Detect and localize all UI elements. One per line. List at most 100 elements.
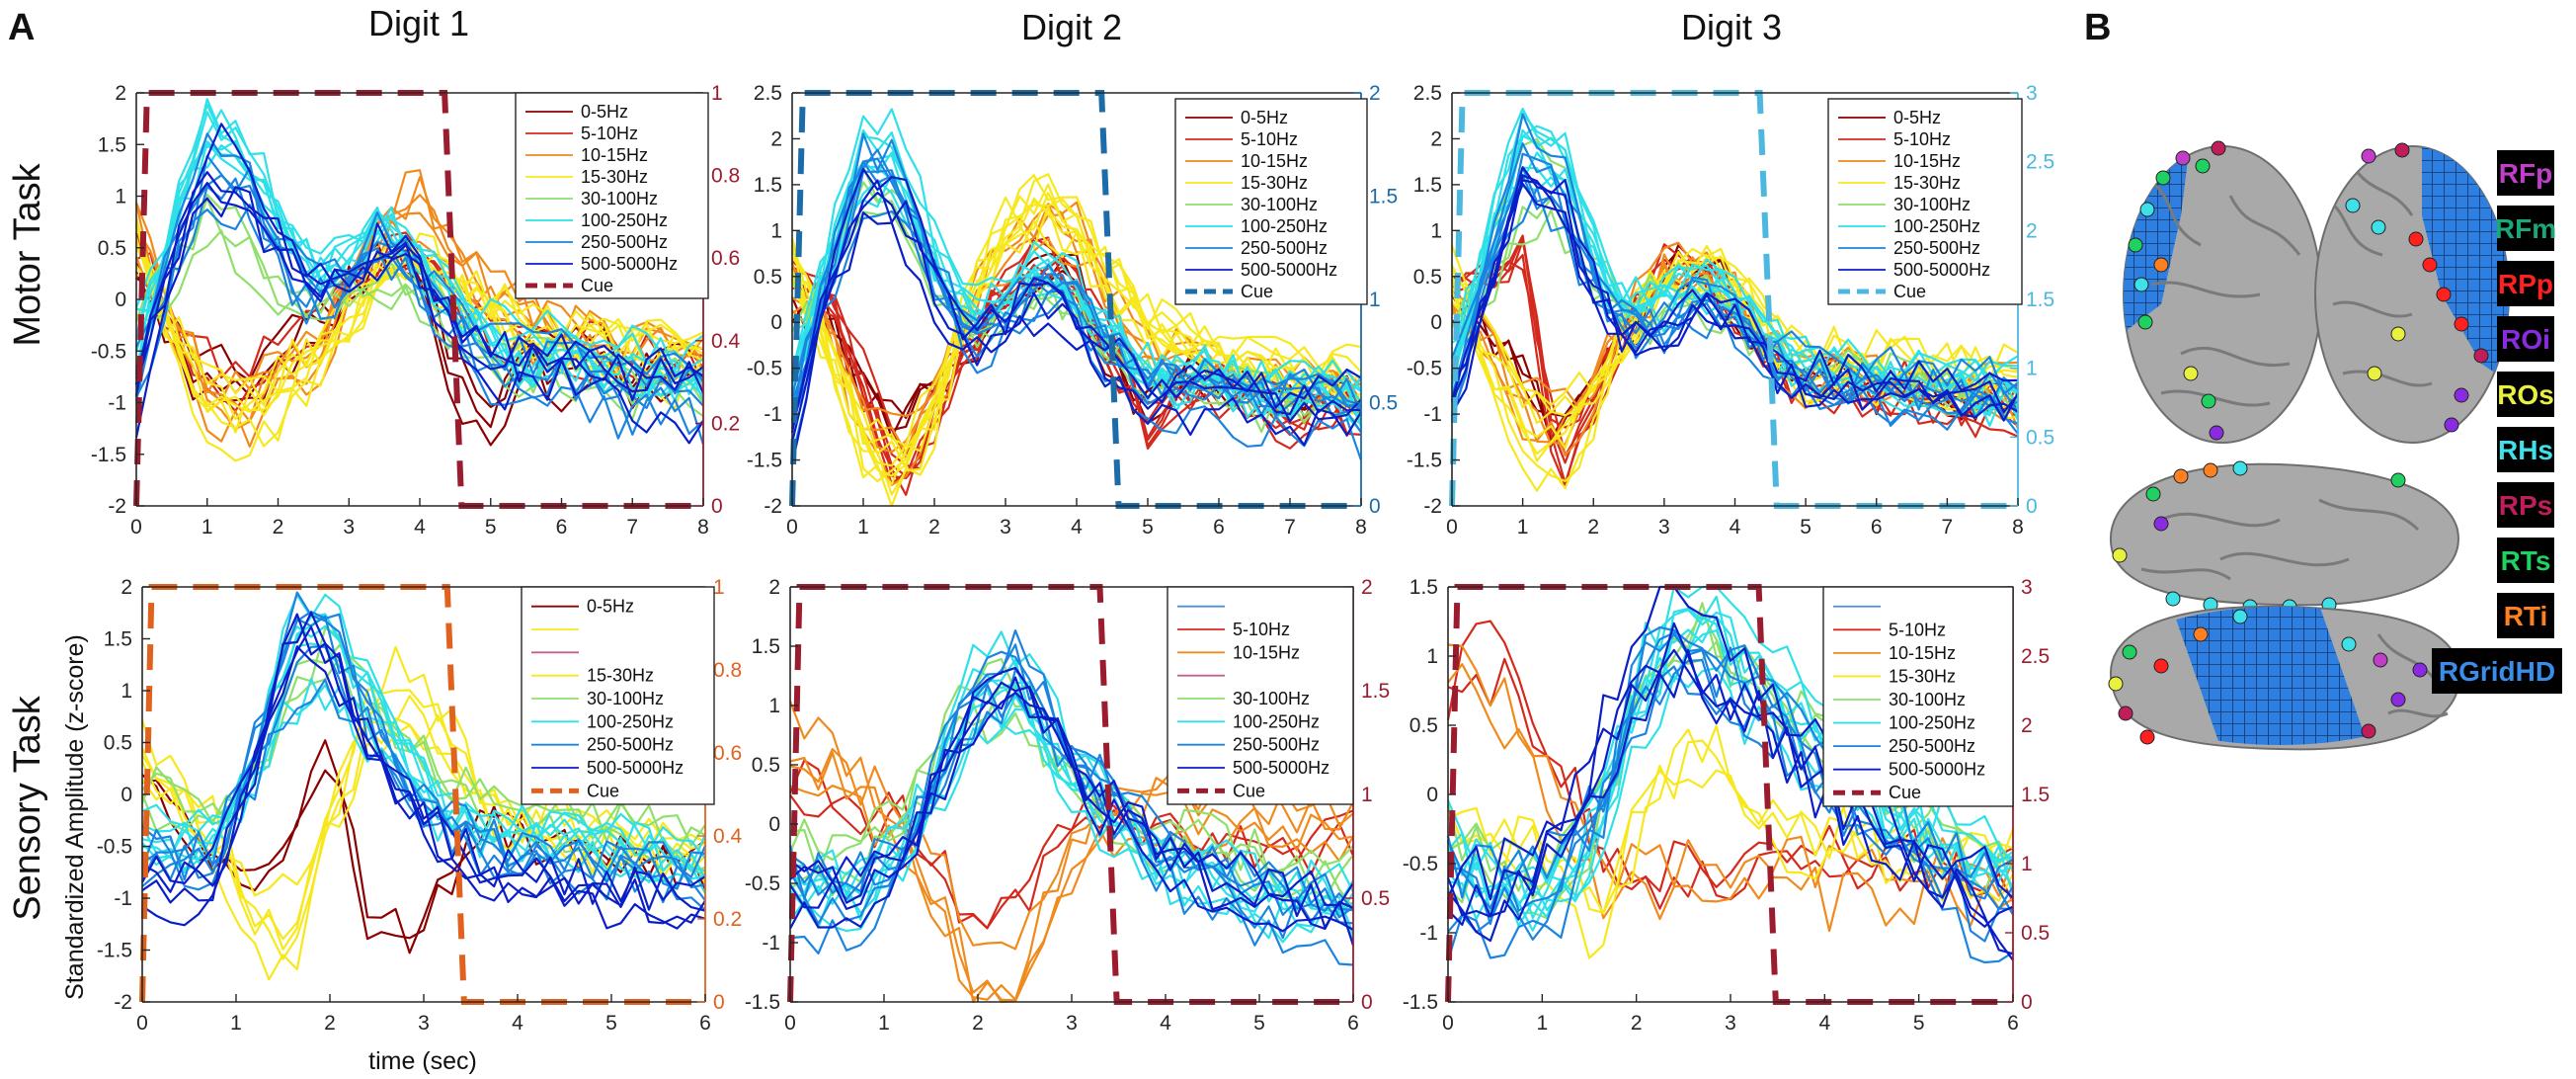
trace-15-30hz (790, 197, 1362, 447)
trace-500-5000hz (790, 179, 1362, 429)
y2-tick-label: 3 (2026, 82, 2038, 105)
legend-entry: 30-100Hz (1241, 195, 1318, 214)
y-tick-label: 2 (1430, 127, 1442, 150)
x-tick-label: 5 (1913, 1012, 1925, 1035)
y-tick-label: -1 (108, 392, 126, 415)
y-tick-label: -0.5 (1407, 358, 1442, 380)
y2-tick-label: 1 (2026, 358, 2038, 380)
y-tick-label: 0.5 (104, 732, 132, 755)
trace-100-250hz (1446, 616, 2014, 881)
x-tick-label: 5 (1253, 1012, 1265, 1035)
y2-tick-label: 1.5 (2021, 784, 2050, 806)
y-tick-label: 2 (770, 127, 782, 150)
trace-250-500hz (141, 615, 706, 911)
trace-15-30hz (1451, 256, 2019, 425)
y-tick-label: 2.5 (754, 82, 782, 105)
legend-entry: 5-10Hz (1893, 129, 1951, 149)
x-tick-label: 8 (697, 516, 709, 539)
x-tick-label: 6 (699, 1012, 711, 1035)
y2-tick-label: 2 (2026, 219, 2038, 242)
panel-letter-b: B (2084, 7, 2111, 48)
y-tick-label: 1 (768, 695, 780, 717)
y2-tick-label: 0.8 (713, 659, 742, 682)
legend-box (515, 92, 709, 299)
x-tick-label: 1 (1517, 516, 1529, 539)
x-tick-label: 3 (418, 1012, 430, 1035)
x-tick-label: 7 (626, 516, 638, 539)
y-tick-label: 1 (770, 219, 782, 242)
x-tick-label: 4 (414, 516, 426, 539)
trace-10-15hz (1447, 663, 2014, 933)
y2-tick-label: 0.5 (2026, 426, 2054, 449)
legend-entry: Cue (587, 781, 619, 800)
legend-entry: 0-5Hz (587, 597, 634, 617)
trace-10-15hz (789, 785, 1354, 1004)
x-tick-label: 1 (201, 516, 213, 539)
legend-entry: 30-100Hz (587, 689, 664, 708)
legend-entry: 30-100Hz (1893, 195, 1971, 214)
y-tick-label: -1 (1423, 403, 1442, 426)
legend-entry: 500-5000Hz (581, 254, 678, 274)
y-axis-label: Standardized Amplitude (z-score) (61, 634, 89, 1000)
y2-tick-label: 0.4 (711, 330, 741, 353)
trace-100-250hz (1451, 166, 2019, 395)
legend-entry: 250-500Hz (1893, 238, 1980, 258)
y-tick-label: 2 (121, 576, 132, 599)
roi-legend-item: RHs (2497, 427, 2554, 472)
y-tick-label: 0 (768, 813, 780, 836)
column-title-digit-3: Digit 3 (1681, 7, 1782, 47)
roi-legend-item: ROi (2497, 316, 2554, 362)
legend-entry: 500-5000Hz (1889, 760, 1985, 780)
x-tick-label: 6 (2007, 1012, 2019, 1035)
y2-tick-label: 2 (2021, 714, 2033, 737)
trace-500-5000hz (1447, 648, 2014, 955)
y-tick-label: 1.5 (752, 635, 780, 658)
y2-tick-label: 2.5 (2026, 151, 2054, 174)
legend-entry: 250-500Hz (581, 232, 668, 252)
y-tick-label: 1 (121, 680, 132, 703)
x-tick-label: 1 (230, 1012, 242, 1035)
trace-250-500hz (134, 204, 704, 409)
legend-entry: 15-30Hz (1241, 173, 1308, 193)
x-tick-label: 4 (1730, 516, 1741, 539)
roi-legend-item: RFm (2495, 206, 2556, 251)
x-tick-label: 0 (786, 516, 798, 539)
x-tick-label: 6 (556, 516, 568, 539)
trace-500-5000hz (134, 186, 704, 402)
legend-entry: Cue (1889, 783, 1921, 802)
y-tick-label: 0.5 (754, 266, 782, 289)
legend-entry: 15-30Hz (581, 167, 648, 187)
trace-100-250hz (791, 154, 1363, 426)
trace-10-15hz (790, 201, 1362, 454)
legend-entry: 100-250Hz (581, 210, 668, 230)
y-tick-label: 0 (115, 289, 126, 311)
trace-15-30hz (141, 723, 706, 951)
y2-tick-label: 2.5 (2021, 645, 2050, 668)
trace-500-5000hz (790, 191, 1362, 465)
legend: 5-10Hz 10-15Hz 30-100Hz 100-250Hz 250-500Hz 5… (1167, 586, 1354, 805)
y2-tick-label: 1 (1369, 289, 1381, 311)
trace-100-250hz (790, 128, 1362, 406)
trace-500-5000hz (789, 691, 1354, 907)
legend-entry: 30-100Hz (1233, 689, 1310, 708)
x-tick-label: 3 (1000, 516, 1011, 539)
y2-tick-label: 0.2 (713, 908, 742, 931)
y2-tick-label: 0 (713, 991, 725, 1014)
legend-entry: 500-5000Hz (1893, 260, 1990, 280)
row-title-motor: Motor Task (7, 162, 48, 346)
roi-legend-item: ROs (2497, 372, 2554, 417)
y-tick-label: 1.5 (104, 628, 132, 651)
legend-entry: 15-30Hz (587, 666, 654, 686)
trace-100-250hz (1450, 128, 2019, 384)
legend-entry: 100-250Hz (587, 711, 674, 731)
y-tick-label: 2 (768, 576, 780, 599)
legend-entry: 0-5Hz (1241, 108, 1288, 127)
roi-label-box (2497, 427, 2554, 472)
y-tick-label: -0.5 (747, 358, 782, 380)
column-title-digit-1: Digit 1 (368, 3, 469, 43)
legend-entry: 250-500Hz (1241, 238, 1328, 258)
roi-legend-item: RTi (2497, 593, 2554, 638)
